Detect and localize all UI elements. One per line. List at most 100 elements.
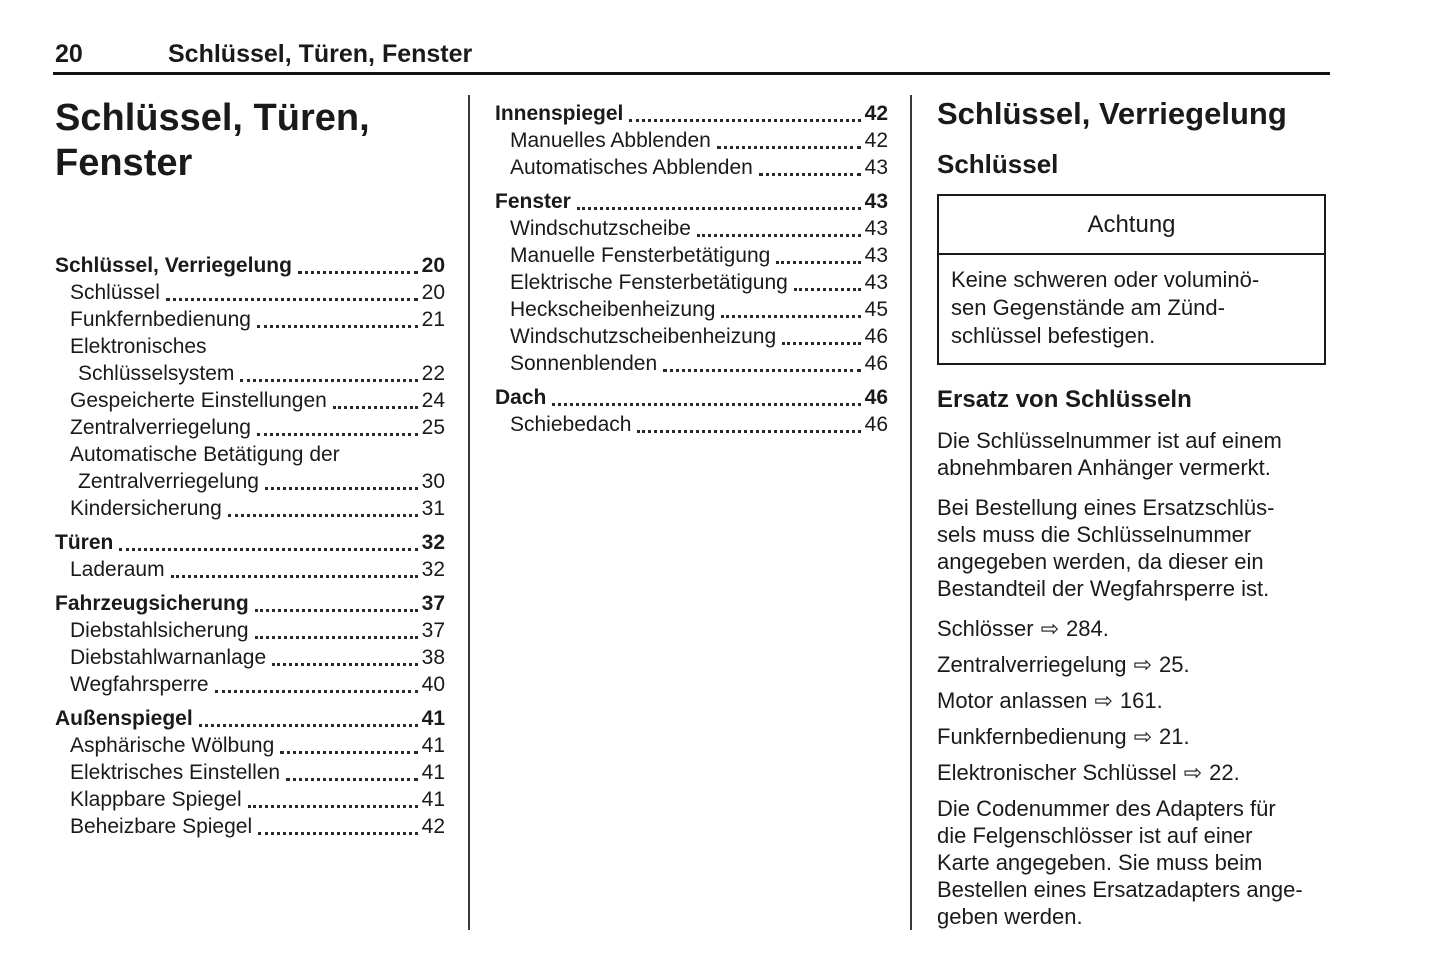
dot-leader bbox=[776, 261, 861, 264]
toc-entry-label: Dach bbox=[495, 386, 547, 409]
toc-entry-label: Gespeicherte Einstellungen bbox=[70, 389, 327, 412]
toc-row: Wegfahrsperre 40 bbox=[55, 671, 445, 698]
dot-leader bbox=[332, 406, 418, 409]
toc-entry-page: 42 bbox=[421, 815, 445, 838]
reference-label: Motor anlassen bbox=[937, 688, 1088, 713]
page-ref-arrow-icon: ⇨ bbox=[1133, 653, 1152, 678]
toc-row: Automatisches Abblenden 43 bbox=[495, 154, 888, 181]
page-ref-arrow-icon: ⇨ bbox=[1040, 617, 1060, 642]
toc-entry-label: Zentralverriegelung bbox=[70, 416, 251, 439]
left-column: Schlüssel, Türen, Fenster Schlüssel, Ver… bbox=[55, 96, 445, 840]
dot-leader bbox=[297, 271, 418, 274]
toc-row: Manuelles Abblenden 42 bbox=[495, 127, 888, 154]
dot-leader bbox=[721, 315, 861, 318]
dot-leader bbox=[119, 548, 418, 551]
toc-entry-page: 37 bbox=[421, 619, 445, 642]
reference-label: Schlösser bbox=[937, 616, 1034, 641]
dot-leader bbox=[165, 298, 418, 301]
dot-leader bbox=[272, 663, 418, 666]
reference-page: 21. bbox=[1159, 724, 1190, 749]
toc-row: Funkfernbedienung 21 bbox=[55, 306, 445, 333]
toc-row: Diebstahlsicherung 37 bbox=[55, 617, 445, 644]
toc-entry-label: Windschutzscheibe bbox=[510, 217, 691, 240]
toc-entry-page: 37 bbox=[421, 592, 445, 615]
toc-entry-page: 21 bbox=[421, 308, 445, 331]
dot-leader bbox=[782, 342, 861, 345]
reference-page: 22. bbox=[1209, 760, 1240, 785]
toc-row: Elektrisches Einstellen 41 bbox=[55, 759, 445, 786]
toc-entry-label: Sonnenblenden bbox=[510, 352, 658, 375]
dot-leader bbox=[552, 403, 861, 406]
toc-row: Windschutzscheibe 43 bbox=[495, 215, 888, 242]
reference-label: Elektronischer Schlüssel bbox=[937, 760, 1177, 785]
dot-leader bbox=[198, 724, 418, 727]
toc-row: Fenster 43 bbox=[495, 188, 888, 215]
page-ref-arrow-icon: ⇨ bbox=[1094, 689, 1113, 714]
toc-entry-label: Laderaum bbox=[70, 558, 165, 581]
reference-row: Zentralverriegelung ⇨ 25. bbox=[937, 651, 1330, 679]
subsection-title: Schlüssel bbox=[937, 149, 1059, 179]
toc-entry-label: Diebstahlsicherung bbox=[70, 619, 249, 642]
running-header: 20 Schlüssel, Türen, Fenster bbox=[55, 40, 1330, 69]
toc-row: Gespeicherte Einstellungen 24 bbox=[55, 387, 445, 414]
toc-entry-page: 41 bbox=[421, 761, 445, 784]
toc-row: Kindersicherung 31 bbox=[55, 495, 445, 522]
toc-entry-label: Schlüssel bbox=[70, 281, 160, 304]
toc-entry-page: 43 bbox=[864, 156, 888, 179]
toc-entry-page: 32 bbox=[421, 531, 445, 554]
header-rule bbox=[53, 72, 1330, 75]
dot-leader bbox=[240, 379, 418, 382]
column-separator-1 bbox=[468, 95, 470, 930]
toc-row: Innenspiegel 42 bbox=[495, 100, 888, 127]
toc-row: Schlüssel, Verriegelung 20 bbox=[55, 252, 445, 279]
toc-entry-label: Elektronisches bbox=[70, 335, 207, 358]
toc-entry-label: Beheizbare Spiegel bbox=[70, 815, 253, 838]
dot-leader bbox=[170, 575, 418, 578]
toc-entry-label: Schiebedach bbox=[510, 413, 632, 436]
toc-entry-label: Manuelle Fensterbetätigung bbox=[510, 244, 771, 267]
toc-row: Schlüsselsystem 22 bbox=[55, 360, 445, 387]
column-separator-2 bbox=[910, 95, 912, 930]
toc-entry-label: Heckscheibenheizung bbox=[510, 298, 716, 321]
toc-entry-label: Manuelles Abblenden bbox=[510, 129, 711, 152]
toc-row: Manuelle Fensterbetätigung 43 bbox=[495, 242, 888, 269]
paragraph-replacement-key: Bei Bestellung eines Ersatzschlüs- sels … bbox=[937, 495, 1275, 601]
toc-row: Schlüssel 20 bbox=[55, 279, 445, 306]
toc-row: Laderaum 32 bbox=[55, 556, 445, 583]
toc-entry-page: 38 bbox=[421, 646, 445, 669]
dot-leader bbox=[214, 690, 418, 693]
toc-entry-page: 45 bbox=[864, 298, 888, 321]
toc-entry-label: Windschutzscheibenheizung bbox=[510, 325, 777, 348]
toc-row: Dach 46 bbox=[495, 384, 888, 411]
toc-row: Außenspiegel 41 bbox=[55, 705, 445, 732]
toc-entry-page: 32 bbox=[421, 558, 445, 581]
section-title: Schlüssel, Verriegelung bbox=[937, 96, 1287, 131]
toc-row: Schiebedach 46 bbox=[495, 411, 888, 438]
toc-row: Fahrzeugsicherung 37 bbox=[55, 590, 445, 617]
reference-row: Elektronischer Schlüssel ⇨ 22. bbox=[937, 759, 1330, 787]
toc-row: Zentralverriegelung 25 bbox=[55, 414, 445, 441]
toc-row: Asphärische Wölbung 41 bbox=[55, 732, 445, 759]
toc-entry-page: 43 bbox=[864, 190, 888, 213]
toc-row: Elektrische Fensterbetätigung 43 bbox=[495, 269, 888, 296]
toc-entry-page: 46 bbox=[864, 386, 888, 409]
chapter-title: Schlüssel, Türen, Fenster bbox=[55, 97, 370, 184]
toc-entry-page: 30 bbox=[421, 470, 445, 493]
toc-entry-label: Asphärische Wölbung bbox=[70, 734, 275, 757]
toc-row: Türen 32 bbox=[55, 529, 445, 556]
toc-row: Beheizbare Spiegel 42 bbox=[55, 813, 445, 840]
caution-box-body: Keine schweren oder voluminö- sen Gegens… bbox=[951, 267, 1260, 348]
toc-entry-page: 24 bbox=[421, 389, 445, 412]
toc-entry-page: 40 bbox=[421, 673, 445, 696]
reference-page: 161. bbox=[1119, 688, 1163, 713]
toc-entry-label: Diebstahlwarnanlage bbox=[70, 646, 267, 669]
caution-box-title: Achtung bbox=[939, 196, 1324, 255]
toc-entry-label: Klappbare Spiegel bbox=[70, 788, 242, 811]
toc-entry-page: 20 bbox=[421, 281, 445, 304]
toc-row: Zentralverriegelung 30 bbox=[55, 468, 445, 495]
dot-leader bbox=[793, 288, 861, 291]
dot-leader bbox=[286, 778, 418, 781]
toc-row: Diebstahlwarnanlage 38 bbox=[55, 644, 445, 671]
toc-entry-page: 42 bbox=[864, 102, 888, 125]
